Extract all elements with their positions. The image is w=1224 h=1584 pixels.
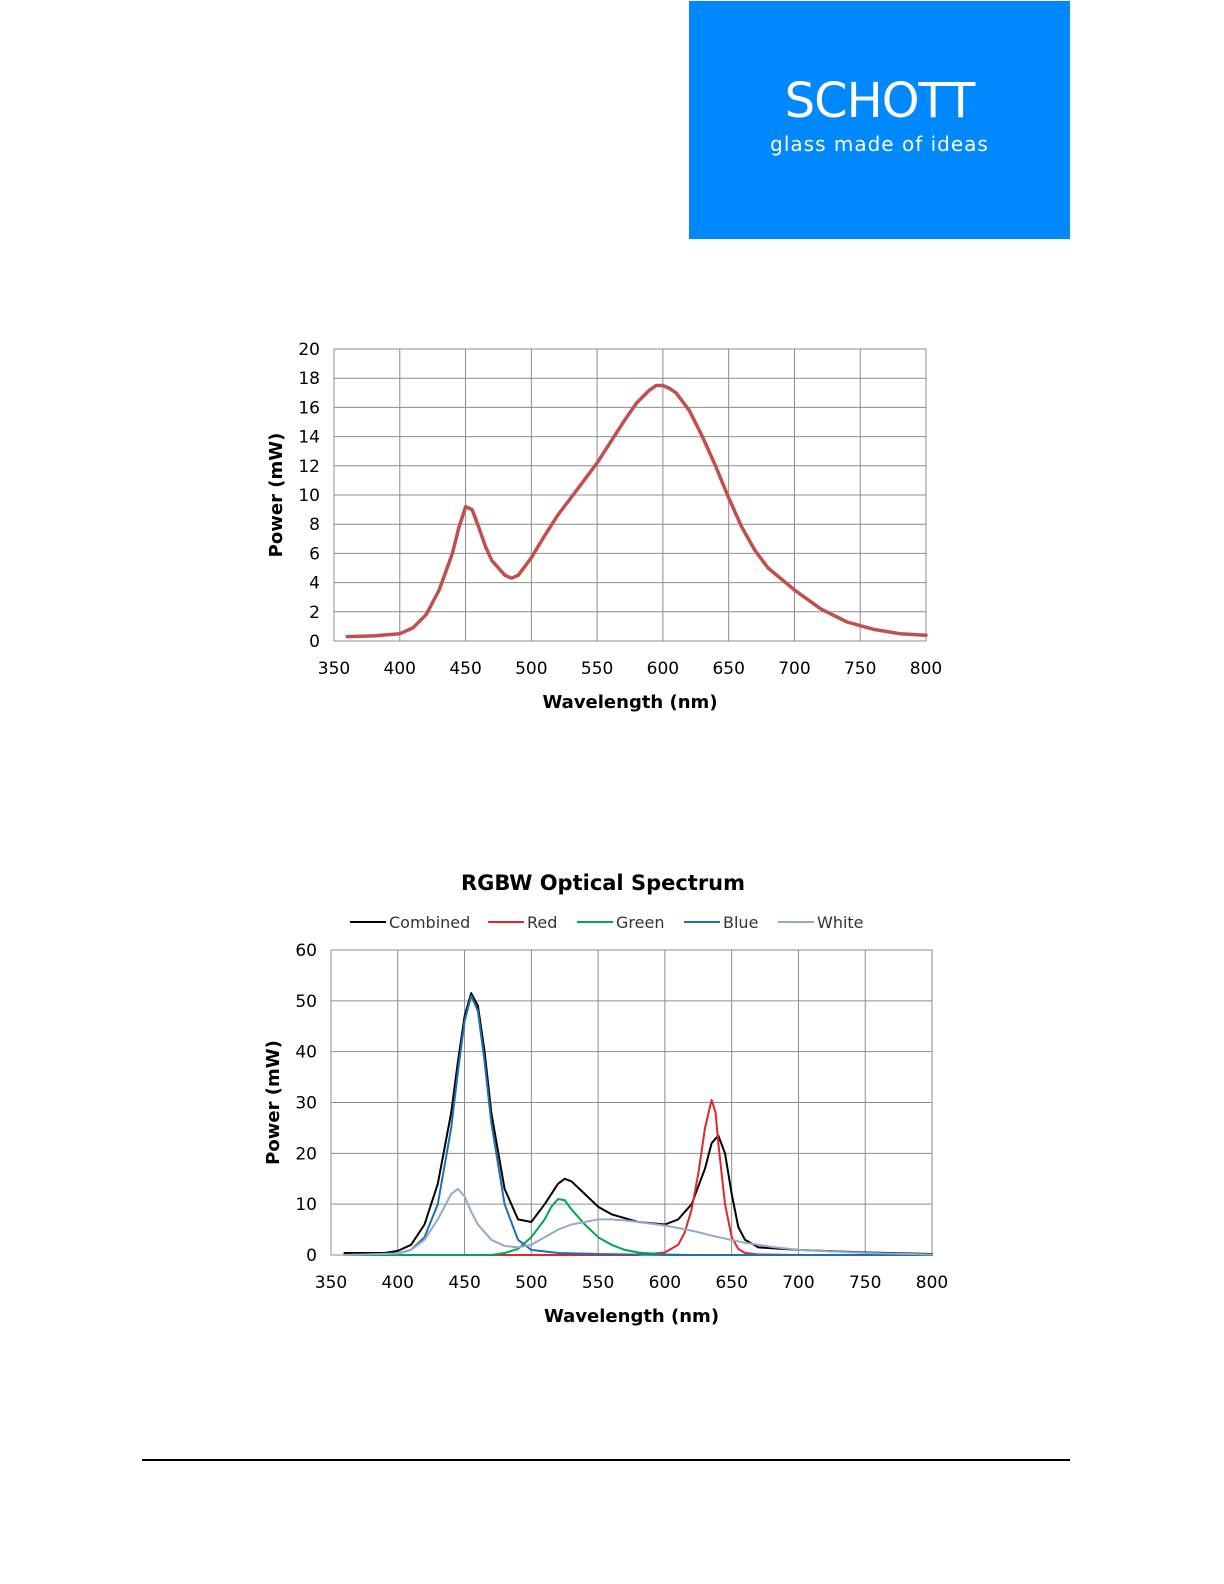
- legend-entry: Combined: [389, 913, 470, 932]
- series-line-white: [343, 1187, 933, 1256]
- x-tick-label: 700: [782, 1273, 814, 1293]
- logo-tagline: glass made of ideas: [770, 132, 989, 156]
- x-tick-label: 750: [849, 1273, 881, 1293]
- y-tick-label: 10: [298, 486, 320, 506]
- x-tick-label: 650: [712, 659, 744, 679]
- y-tick-label: 40: [295, 1043, 317, 1063]
- logo-box: SCHOTT glass made of ideas: [689, 1, 1070, 239]
- x-tick-label: 550: [581, 659, 613, 679]
- x-tick-label: 600: [647, 659, 679, 679]
- x-tick-label: 550: [582, 1273, 614, 1293]
- y-tick-label: 14: [298, 428, 320, 448]
- x-tick-label: 450: [449, 659, 481, 679]
- y-tick-label: 2: [309, 603, 320, 623]
- x-tick-label: 500: [515, 659, 547, 679]
- y-axis-label: Power (mW): [266, 433, 287, 558]
- x-axis-label: Wavelength (nm): [544, 1306, 719, 1327]
- x-tick-label: 800: [916, 1273, 948, 1293]
- x-tick-label: 350: [315, 1273, 347, 1293]
- y-tick-label: 6: [309, 544, 320, 564]
- y-tick-label: 10: [295, 1195, 317, 1215]
- x-tick-label: 450: [448, 1273, 480, 1293]
- x-tick-label: 750: [844, 659, 876, 679]
- y-tick-label: 12: [298, 457, 320, 477]
- x-tick-label: 350: [318, 659, 350, 679]
- y-tick-label: 20: [298, 340, 320, 360]
- y-tick-label: 30: [295, 1094, 317, 1114]
- power-spectrum-chart: 0 2 4 6 8 10 12 14 16 18 20 350 400 450 500 550 600 650 70…: [266, 340, 942, 713]
- legend-entry: Red: [527, 913, 557, 932]
- logo-name: SCHOTT: [784, 73, 976, 129]
- x-tick-label: 700: [778, 659, 810, 679]
- plot-area-border: [333, 348, 927, 642]
- series-line-combined: [343, 992, 933, 1255]
- x-tick-label: 650: [715, 1273, 747, 1293]
- y-tick-label: 18: [298, 369, 320, 389]
- y-tick-label: 50: [295, 992, 317, 1012]
- x-tick-label: 400: [384, 659, 416, 679]
- x-tick-label: 400: [382, 1273, 414, 1293]
- footer-rule: [142, 1459, 1070, 1461]
- series-line-red: [343, 1099, 933, 1256]
- y-tick-label: 16: [298, 398, 320, 418]
- y-tick-label: 4: [309, 574, 320, 594]
- y-axis-label: Power (mW): [263, 1040, 284, 1165]
- legend-entry: Green: [616, 913, 664, 932]
- y-tick-label: 20: [295, 1144, 317, 1164]
- series-line-blue: [343, 994, 933, 1256]
- y-tick-label: 0: [309, 632, 320, 652]
- y-tick-label: 60: [295, 941, 317, 961]
- legend-entry: Blue: [723, 913, 758, 932]
- x-axis-label: Wavelength (nm): [542, 692, 717, 713]
- x-tick-label: 800: [910, 659, 942, 679]
- y-tick-label: 8: [309, 515, 320, 535]
- legend-entry: White: [817, 913, 864, 932]
- chart-title: RGBW Optical Spectrum: [461, 871, 745, 895]
- series-line-green: [343, 1198, 933, 1256]
- rgbw-spectrum-chart: 0 10 20 30 40 50 60 350 400 450 500 550 600 650 700 750…: [263, 871, 948, 1327]
- x-tick-label: 600: [649, 1273, 681, 1293]
- series-line-0: [345, 383, 928, 639]
- x-tick-label: 500: [515, 1273, 547, 1293]
- y-tick-label: 0: [306, 1246, 317, 1266]
